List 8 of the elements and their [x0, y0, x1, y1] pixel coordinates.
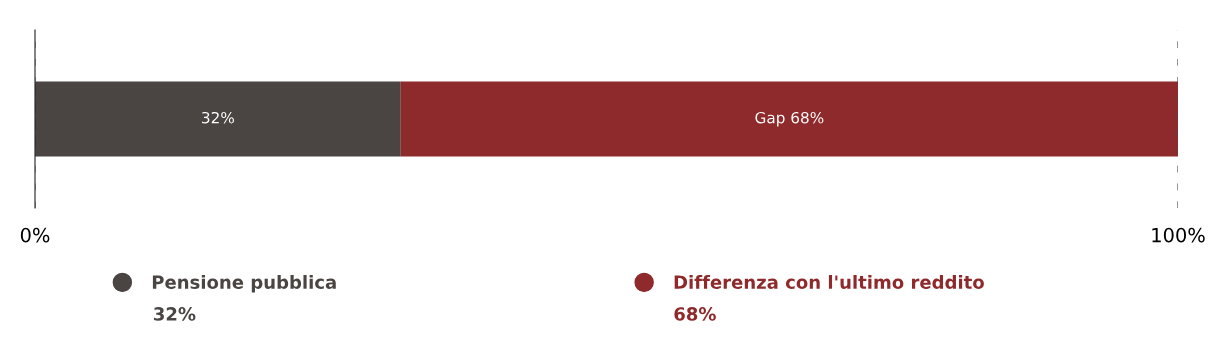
legend-label: Pensione pubblica — [152, 275, 336, 293]
text: 32% — [154, 307, 196, 321]
data-label: Gap 68% — [755, 111, 824, 127]
x-tick-label: 0% — [20, 227, 50, 243]
legend-label: Differenza con l'ultimo reddito — [674, 275, 984, 289]
data-label: 32% — [202, 111, 235, 124]
text: 68% — [674, 307, 716, 321]
x-tick-label: 100% — [1152, 227, 1205, 243]
